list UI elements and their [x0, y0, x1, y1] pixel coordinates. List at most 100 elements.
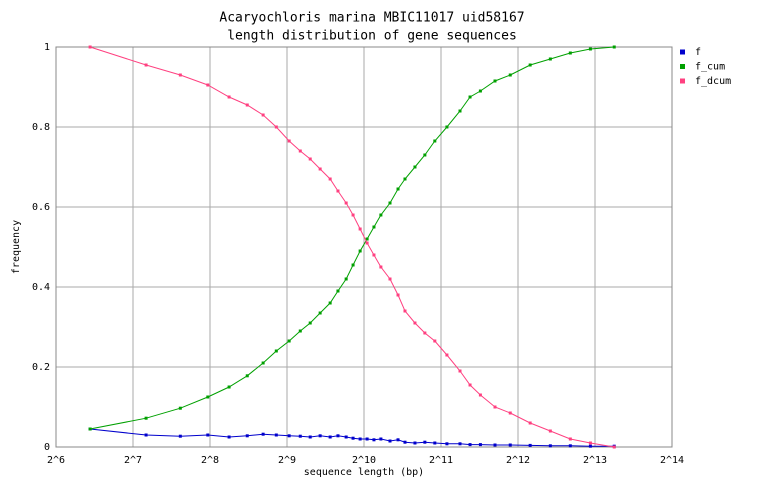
data-point	[612, 45, 616, 49]
data-point	[358, 227, 362, 231]
legend-marker	[680, 64, 685, 69]
data-point	[433, 339, 437, 343]
data-point	[458, 442, 462, 446]
data-point	[336, 434, 340, 438]
data-point	[358, 437, 362, 441]
legend-marker	[680, 78, 685, 84]
data-point	[423, 153, 427, 157]
data-point	[318, 167, 322, 171]
data-point	[274, 433, 278, 437]
data-point	[144, 416, 148, 420]
x-tick-label: 2^14	[660, 455, 684, 466]
data-point	[88, 427, 92, 431]
data-point	[388, 201, 392, 205]
data-point	[365, 237, 369, 241]
data-point	[344, 277, 348, 281]
data-point	[548, 444, 552, 448]
data-point	[358, 249, 362, 253]
x-tick-label: 2^7	[124, 455, 142, 466]
series-line	[89, 46, 615, 448]
data-point	[478, 393, 482, 397]
data-point	[568, 444, 572, 448]
data-point	[178, 406, 182, 410]
data-point	[328, 177, 332, 181]
data-point	[413, 441, 417, 445]
data-point	[548, 57, 552, 61]
data-point	[379, 437, 383, 441]
data-point	[413, 321, 417, 325]
data-point	[508, 411, 512, 415]
data-point	[433, 441, 437, 445]
data-point	[206, 433, 210, 437]
data-point	[478, 443, 482, 447]
data-point	[493, 405, 497, 409]
data-point	[245, 434, 249, 438]
data-point	[445, 125, 449, 129]
data-point	[178, 434, 182, 438]
data-point	[261, 432, 265, 436]
data-point	[588, 47, 592, 51]
data-point	[372, 225, 376, 229]
data-point	[274, 349, 278, 353]
data-point	[245, 374, 249, 378]
data-point	[351, 263, 355, 267]
data-point	[227, 385, 231, 389]
data-point	[508, 73, 512, 77]
data-point	[308, 157, 312, 161]
data-point	[433, 139, 437, 143]
data-point	[344, 201, 348, 205]
data-point	[351, 436, 355, 440]
data-point	[548, 429, 552, 433]
data-point	[528, 421, 532, 425]
chart-subtitle: length distribution of gene sequences	[227, 29, 517, 44]
data-point	[88, 45, 92, 49]
data-point	[458, 369, 462, 373]
data-point	[379, 213, 383, 217]
y-tick-label: 0.8	[32, 122, 50, 133]
data-point	[468, 383, 472, 387]
data-point	[245, 103, 249, 107]
data-point	[227, 95, 231, 99]
x-tick-label: 2^6	[47, 455, 65, 466]
data-point	[336, 289, 340, 293]
data-point	[308, 321, 312, 325]
data-point	[528, 443, 532, 447]
data-point	[478, 89, 482, 93]
data-point	[403, 309, 407, 313]
y-tick-label: 0.4	[32, 282, 50, 293]
x-tick-label: 2^10	[352, 455, 376, 466]
data-point	[365, 437, 369, 441]
data-point	[388, 439, 392, 443]
data-point	[298, 149, 302, 153]
data-point	[274, 125, 278, 129]
data-point	[423, 440, 427, 444]
data-point	[396, 187, 400, 191]
data-point	[344, 435, 348, 439]
y-axis-label: frequency	[11, 220, 22, 274]
x-tick-label: 2^8	[201, 455, 219, 466]
y-tick-label: 0.6	[32, 202, 50, 213]
chart-title: Acaryochloris marina MBIC11017 uid58167	[219, 11, 524, 26]
data-point	[328, 301, 332, 305]
data-point	[372, 438, 376, 442]
data-point	[445, 442, 449, 446]
data-point	[388, 277, 392, 281]
data-point	[372, 253, 376, 257]
legend-label: f_cum	[695, 62, 725, 73]
data-point	[493, 79, 497, 83]
data-point	[206, 83, 210, 87]
data-point	[144, 63, 148, 67]
data-point	[328, 435, 332, 439]
data-point	[261, 361, 265, 365]
data-point	[351, 213, 355, 217]
y-tick-label: 0	[44, 442, 50, 453]
legend-label: f_dcum	[695, 76, 731, 87]
data-point	[458, 109, 462, 113]
y-tick-label: 1	[44, 42, 50, 53]
data-point	[298, 329, 302, 333]
plot-frame	[55, 46, 673, 448]
series-line	[90, 46, 615, 430]
data-point	[468, 95, 472, 99]
data-point	[612, 445, 616, 449]
